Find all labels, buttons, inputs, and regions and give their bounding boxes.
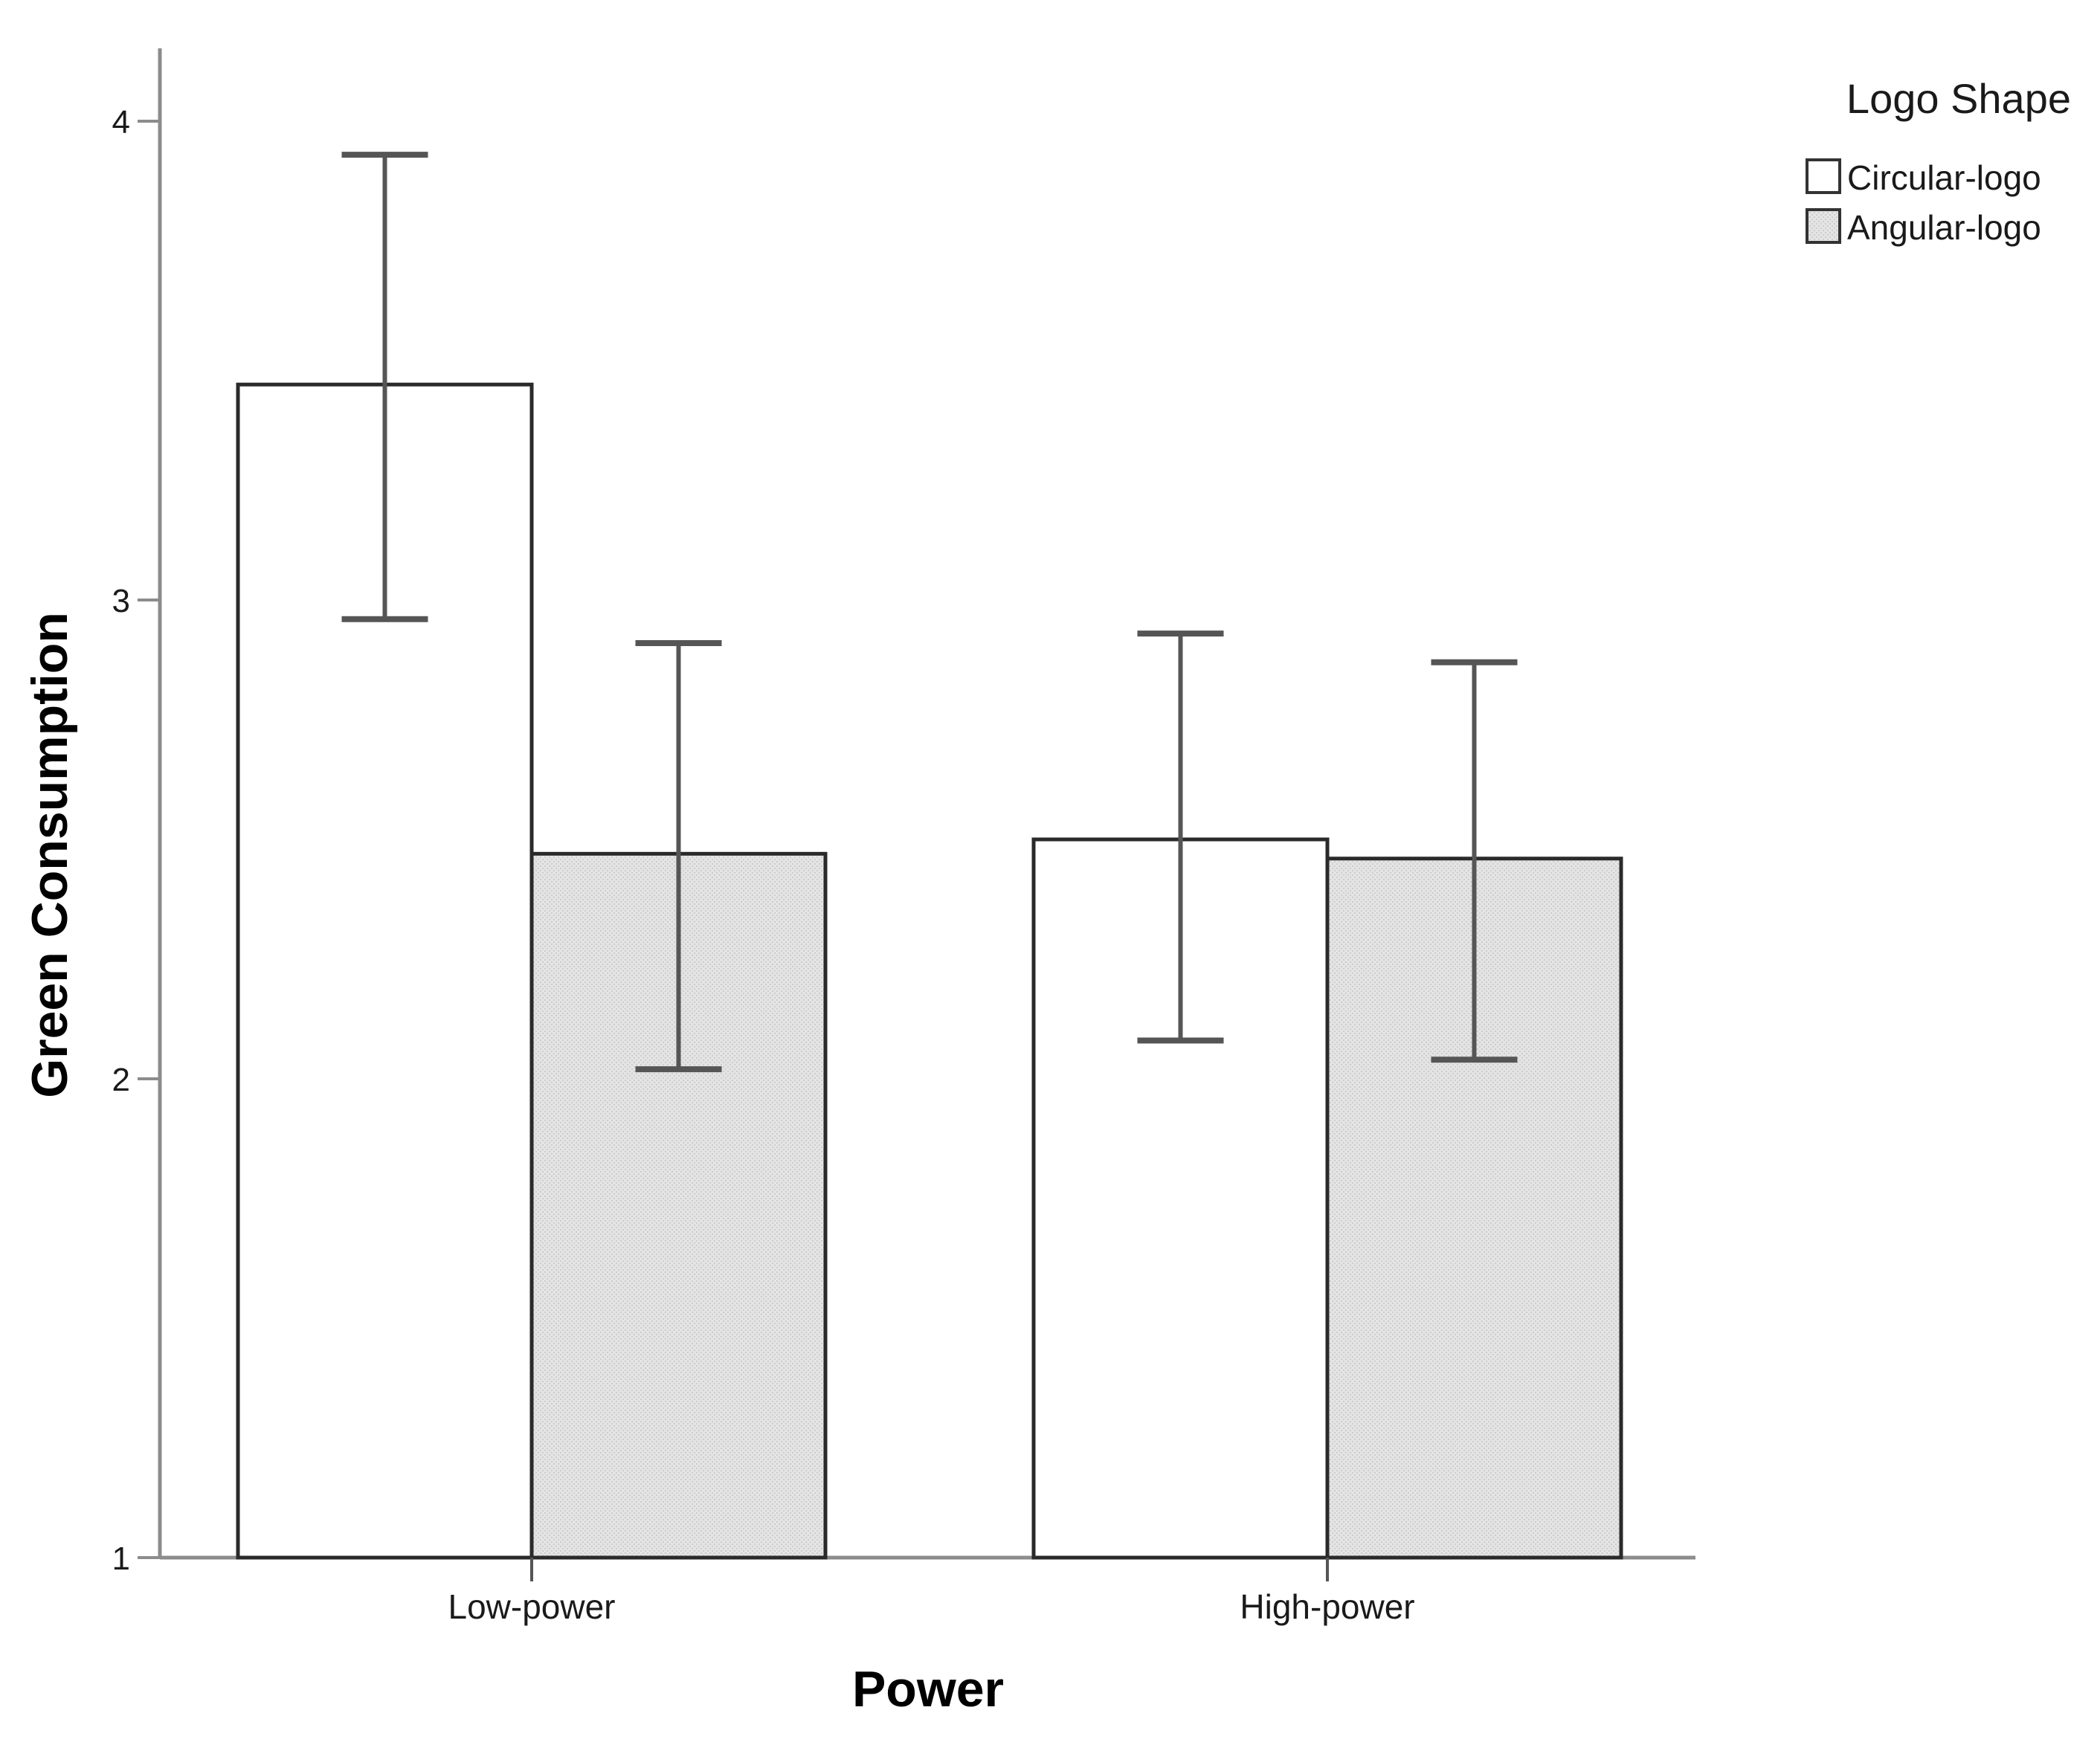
x-axis-ticks: Low-power High-power [448, 1558, 1415, 1626]
y-tick-label: 1 [112, 1541, 130, 1577]
y-tick-label: 3 [112, 583, 130, 619]
legend: Logo Shape Circular-logo Angular-logo [1806, 75, 2071, 247]
legend-label-angular-logo: Angular-logo [1847, 208, 2041, 247]
x-tick-label: Low-power [448, 1587, 616, 1626]
legend-label-circular-logo: Circular-logo [1847, 158, 2041, 197]
bars-group [236, 382, 1623, 1560]
y-tick-label: 2 [112, 1062, 130, 1098]
x-tick-label: High-power [1240, 1587, 1414, 1626]
y-axis-title: Green Consumption [22, 612, 78, 1098]
y-tick-label: 4 [112, 104, 130, 141]
legend-title: Logo Shape [1846, 75, 2071, 122]
y-axis-ticks: 1 2 3 4 [112, 104, 160, 1577]
legend-swatch-angular-logo [1806, 208, 1841, 244]
x-axis-title: Power [852, 1661, 1004, 1717]
legend-swatch-circular-logo [1806, 158, 1841, 194]
error-bars-group [341, 152, 1518, 1073]
